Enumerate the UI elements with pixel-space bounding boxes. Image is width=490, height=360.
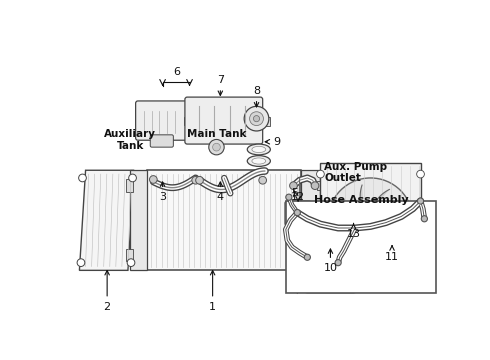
Polygon shape [370,189,390,211]
Circle shape [325,265,336,276]
Bar [301,170,320,270]
Text: 7: 7 [217,75,224,95]
Text: Main Tank: Main Tank [187,130,246,139]
Bar [184,117,194,125]
Circle shape [311,251,350,289]
Circle shape [129,174,136,182]
Circle shape [192,176,199,184]
Polygon shape [360,185,364,214]
Polygon shape [335,227,364,231]
Circle shape [209,139,224,155]
Text: 1: 1 [209,270,216,311]
Circle shape [317,170,324,178]
FancyBboxPatch shape [285,201,311,226]
Circle shape [196,176,203,184]
Polygon shape [377,227,381,256]
Circle shape [77,259,85,266]
Circle shape [328,243,341,255]
Circle shape [249,112,264,126]
FancyBboxPatch shape [150,135,173,147]
Circle shape [291,206,305,220]
Polygon shape [380,220,401,239]
Circle shape [78,174,86,182]
Circle shape [304,254,311,260]
Text: 2: 2 [103,270,111,311]
Bar [259,117,270,126]
Bar [317,250,326,260]
Bar [320,163,420,270]
Circle shape [328,178,413,263]
Bar [317,181,326,190]
FancyBboxPatch shape [136,101,188,140]
Text: 11: 11 [385,246,399,262]
Circle shape [417,198,423,204]
Circle shape [365,215,376,226]
Bar [130,170,147,270]
Circle shape [317,255,324,263]
Polygon shape [377,210,406,214]
Bar [125,180,133,192]
Polygon shape [351,230,370,251]
Ellipse shape [252,147,266,153]
FancyBboxPatch shape [185,97,263,144]
Text: 5: 5 [292,188,298,198]
Circle shape [421,216,427,222]
Text: 10: 10 [323,249,338,273]
Polygon shape [340,201,361,220]
Text: 12: 12 [291,192,305,202]
Ellipse shape [247,144,270,155]
FancyBboxPatch shape [304,237,357,293]
Bar [125,249,133,261]
Circle shape [294,210,300,216]
Circle shape [253,116,260,122]
Circle shape [213,143,220,151]
Bar [317,216,326,225]
Text: 13: 13 [346,224,361,239]
Circle shape [416,170,424,178]
Circle shape [290,182,297,189]
Circle shape [335,260,341,266]
Circle shape [300,266,312,278]
Ellipse shape [247,156,270,166]
Text: 8: 8 [253,86,260,107]
Bar [286,201,436,293]
Text: Auxiliary
Tank: Auxiliary Tank [104,130,156,151]
Bar [147,170,301,270]
Polygon shape [370,239,413,266]
Text: Aux. Pump
Outlet: Aux. Pump Outlet [324,162,388,183]
Circle shape [360,210,381,231]
Polygon shape [79,170,134,270]
Circle shape [259,176,267,184]
Text: 4: 4 [217,182,224,202]
Text: 9: 9 [265,137,280,147]
Circle shape [244,106,269,131]
Ellipse shape [252,158,266,164]
Circle shape [416,255,424,263]
Circle shape [311,182,319,189]
Text: 3: 3 [159,182,166,202]
Circle shape [149,176,157,183]
Text: Hose Assembly: Hose Assembly [314,195,408,205]
Circle shape [286,194,292,200]
Text: 6: 6 [173,67,180,77]
Circle shape [127,259,135,266]
